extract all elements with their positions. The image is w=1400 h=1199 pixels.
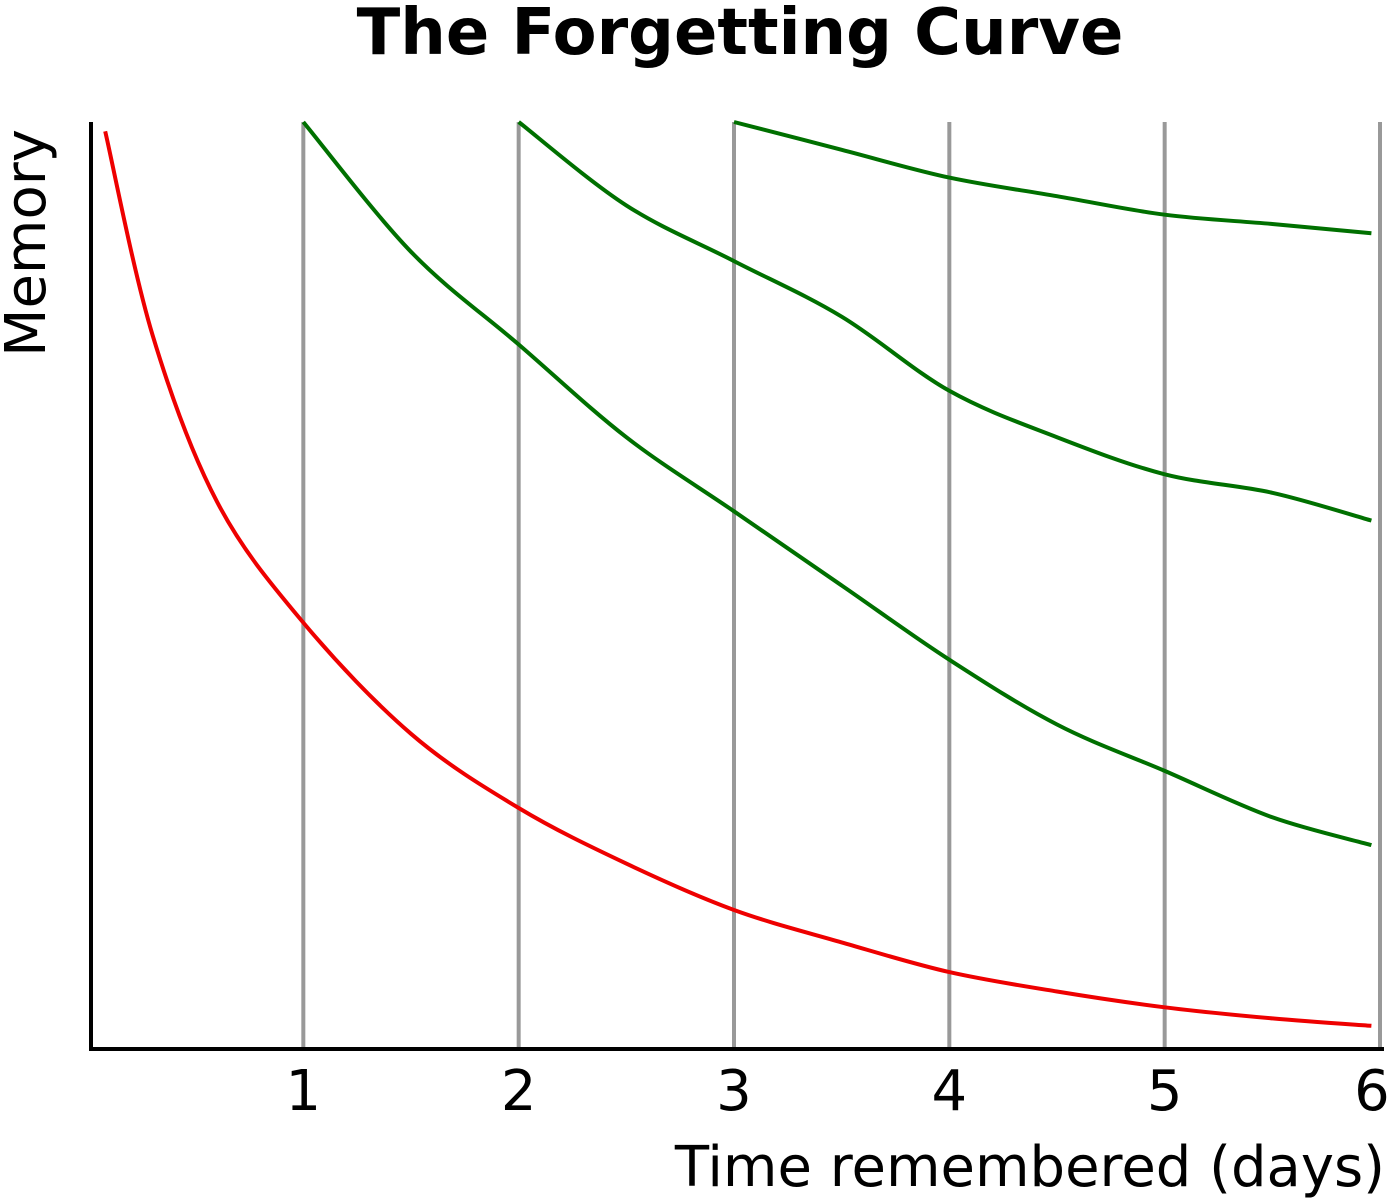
series-lines <box>103 120 1372 1028</box>
x-axis-label: Time remembered (days) <box>674 1135 1385 1199</box>
x-tick-labels: 1 2 3 4 5 6 <box>286 1059 1390 1124</box>
series-line-initial-learning <box>103 130 1372 1028</box>
x-tick-label-2: 2 <box>501 1059 537 1124</box>
x-tick-label-3: 3 <box>716 1059 752 1124</box>
x-tick-label-5: 5 <box>1147 1059 1183 1124</box>
chart-title: The Forgetting Curve <box>357 0 1124 70</box>
x-tick-label-4: 4 <box>932 1059 968 1124</box>
series-line-review-3 <box>733 120 1372 236</box>
series-line-review-1 <box>301 120 1372 848</box>
y-axis-label: Memory <box>0 129 59 357</box>
gridlines <box>301 122 1382 1049</box>
x-tick-label-1: 1 <box>286 1059 322 1124</box>
series-line-review-2 <box>517 120 1372 523</box>
x-tick-label-6: 6 <box>1354 1059 1390 1124</box>
